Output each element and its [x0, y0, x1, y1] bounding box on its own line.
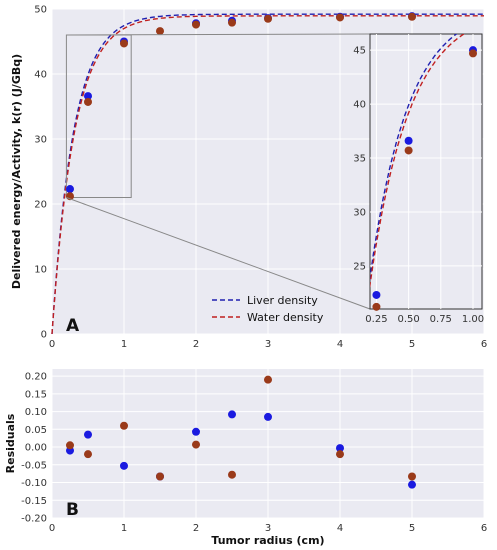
panel-a-y-tick-label: 20 [34, 200, 47, 211]
inset-x-tick-label: 0.25 [365, 314, 387, 325]
water-data-point [192, 20, 200, 29]
panel-a-x-tick-label: 2 [193, 339, 199, 350]
panel-a-y-tick-label: 40 [34, 70, 47, 81]
liver-residual-point [336, 444, 344, 453]
panel-a-x-tick-label: 4 [337, 339, 343, 350]
liver-residual-point [228, 410, 236, 419]
panel-b-y-tick-label: 0.20 [25, 372, 47, 383]
panel-a-y-tick-label: 0 [41, 330, 47, 341]
liver-residual-point [408, 480, 416, 489]
panel-b-letter: B [66, 500, 79, 520]
panel-b-x-tick-label: 6 [481, 523, 487, 534]
panel-a-y-tick-label: 50 [34, 5, 47, 16]
panel-b-y-tick-label: 0.15 [25, 389, 47, 400]
panel-b-x-tick-label: 0 [49, 523, 55, 534]
panel-b-y-axis-label: Residuals [4, 413, 17, 473]
water-data-point [264, 14, 272, 23]
water-residual-point [336, 450, 344, 459]
panel-a-x-tick-label: 0 [49, 339, 55, 350]
panel-b-y-tick-label: -0.20 [21, 514, 47, 525]
inset-water-data-point [468, 49, 477, 58]
panel-b-y-tick-label: 0.10 [25, 407, 47, 418]
inset-chart: 0.25 0.50 0.75 1.00 25 30 35 40 45 [353, 33, 484, 325]
panel-b-y-tick-label: 0.05 [25, 425, 47, 436]
liver-density-curve [51, 13, 484, 335]
water-data-point [408, 12, 416, 21]
water-data-point [228, 18, 236, 27]
water-residual-point [156, 472, 164, 481]
water-residual-point [228, 470, 236, 479]
liver-residual-point [264, 412, 272, 421]
zoom-connector-line [66, 33, 371, 36]
liver-data-point [84, 92, 92, 101]
inset-liver-data-point [372, 290, 381, 299]
panel-a-y-tick-label: 30 [34, 135, 47, 146]
panel-b-x-tick-label: 2 [193, 523, 199, 534]
inset-plot-area [369, 33, 483, 310]
legend-label: Water density [247, 311, 324, 324]
liver-data-point [66, 185, 74, 194]
water-data-point [120, 39, 128, 48]
inset-y-tick-label: 25 [353, 261, 366, 272]
panel-b-y-tick-label: -0.10 [21, 478, 47, 489]
panel-a-letter: A [66, 316, 80, 336]
water-data-point [84, 97, 92, 106]
panel-a-x-tick-label: 1 [121, 339, 127, 350]
panel-a-x-tick-label: 5 [409, 339, 415, 350]
inset-y-tick-label: 30 [353, 207, 366, 218]
water-residual-point [264, 375, 272, 384]
water-residual-point [192, 440, 200, 449]
legend-label: Liver density [247, 294, 318, 307]
zoom-connector-line [66, 197, 371, 310]
liver-residual-point [120, 461, 128, 470]
water-residual-point [66, 441, 74, 450]
inset-water-data-point [372, 302, 381, 311]
liver-residual-point [192, 427, 200, 436]
panel-a-x-tick-label: 3 [265, 339, 271, 350]
inset-y-tick-label: 45 [353, 46, 366, 57]
inset-x-tick-label: 0.50 [397, 314, 419, 325]
panel-b-y-tick-label: 0.00 [25, 443, 47, 454]
panel-a-y-tick-label: 10 [34, 265, 47, 276]
panel-b-y-tick-label: -0.05 [21, 460, 47, 471]
panel-b-y-tick-label: -0.15 [21, 496, 47, 507]
liver-residual-point [84, 430, 92, 439]
panel-b-x-tick-label: 3 [265, 523, 271, 534]
inset-liver-data-point [404, 136, 413, 145]
inset-water-data-point [404, 146, 413, 155]
panel-a-y-axis-label: Delivered energy/Activity, k(r) (J/GBq) [10, 54, 23, 289]
water-residual-point [120, 421, 128, 430]
panel-b-x-tick-label: 5 [409, 523, 415, 534]
panel-b-chart: 0 1 2 3 4 5 6 -0.20 -0.15 -0.10 -0.05 0.00 0.05 0.10 0… [4, 369, 487, 547]
water-data-point [156, 27, 164, 36]
legend: Liver density Water density [212, 294, 324, 324]
water-data-point [336, 13, 344, 22]
water-residual-point [84, 450, 92, 459]
panel-b-x-tick-label: 4 [337, 523, 343, 534]
inset-x-tick-label: 0.75 [430, 314, 452, 325]
inset-x-tick-label: 1.00 [462, 314, 484, 325]
inset-y-tick-label: 35 [353, 154, 366, 165]
panel-b-x-tick-label: 1 [121, 523, 127, 534]
water-residual-point [408, 472, 416, 481]
panel-a-x-tick-label: 6 [481, 339, 487, 350]
inset-y-tick-label: 40 [353, 100, 366, 111]
panel-b-x-axis-label: Tumor radius (cm) [211, 534, 324, 547]
